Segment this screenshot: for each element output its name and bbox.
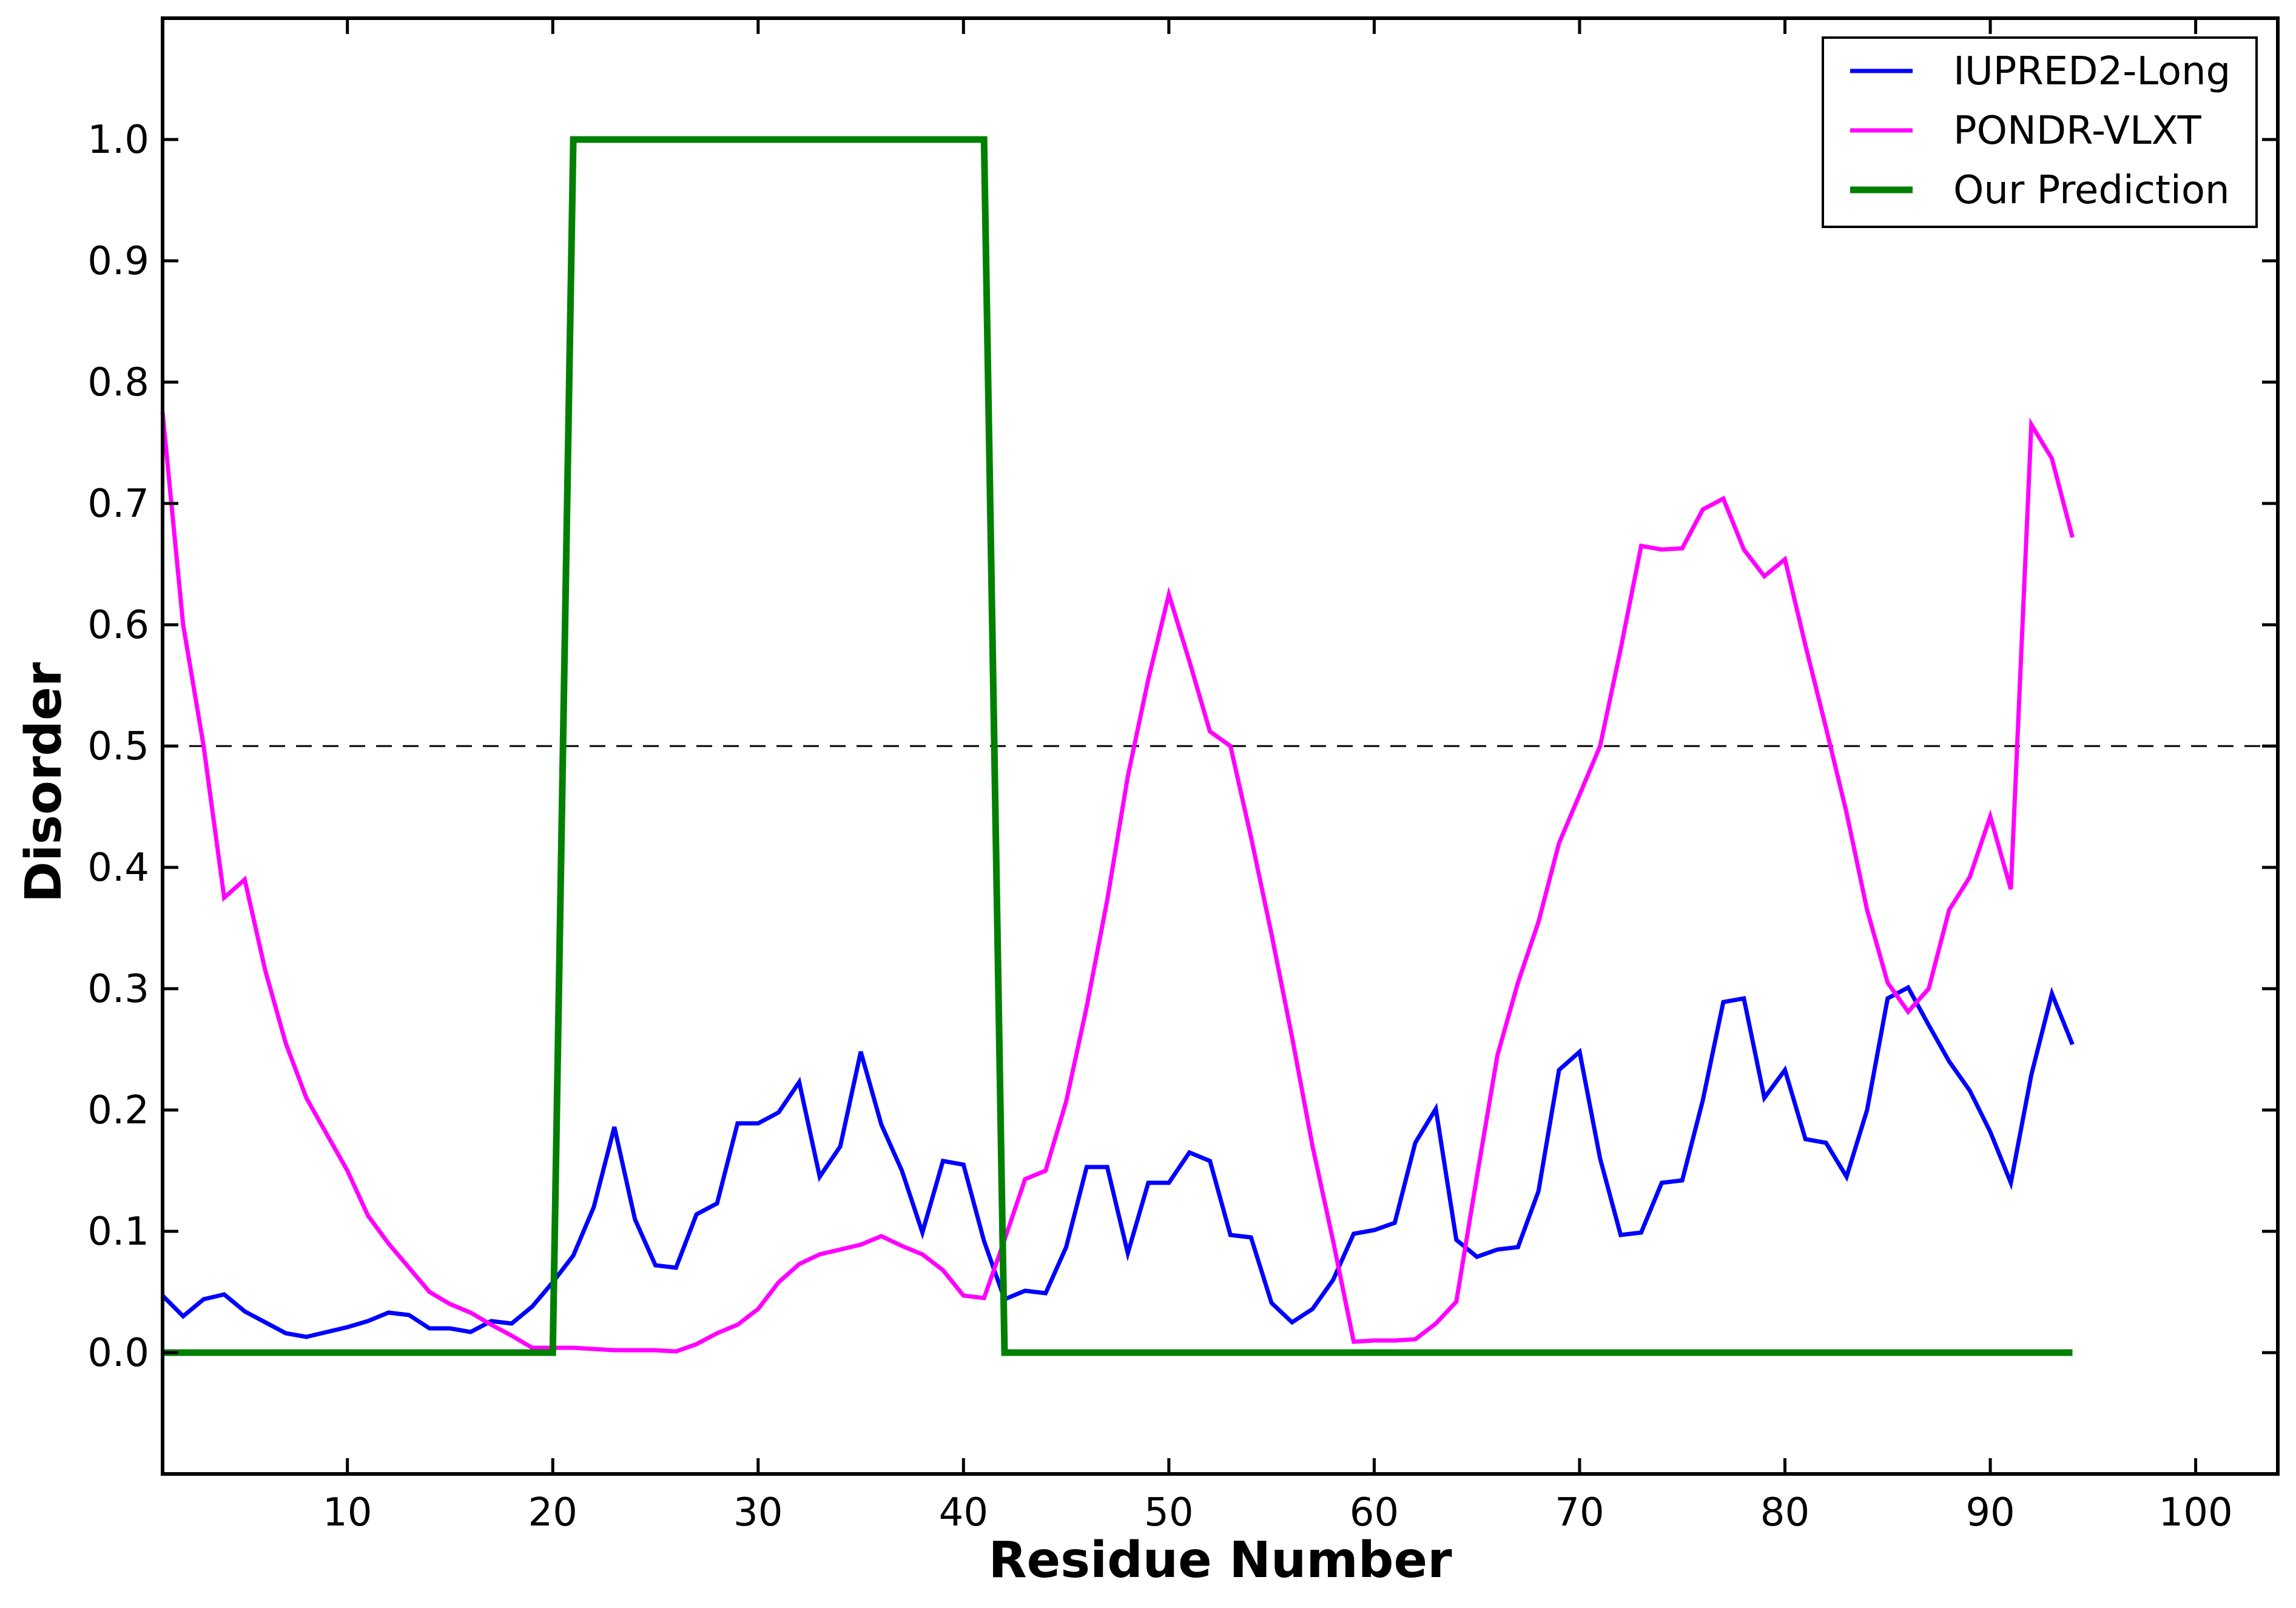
- x-tick-label: 70: [1555, 1490, 1604, 1535]
- y-tick-label: 0.6: [87, 603, 149, 648]
- x-tick-label: 60: [1350, 1490, 1399, 1535]
- x-tick-label: 30: [733, 1490, 783, 1535]
- y-tick-label: 0.3: [87, 967, 149, 1012]
- y-tick-label: 0.1: [87, 1209, 149, 1254]
- x-tick-label: 10: [323, 1490, 372, 1535]
- x-tick-label: 40: [939, 1490, 988, 1535]
- legend-label: Our Prediction: [1953, 168, 2230, 213]
- x-tick-label: 20: [528, 1490, 577, 1535]
- x-tick-label: 50: [1144, 1490, 1193, 1535]
- axes-layer: 10 20 30 40 50 60 70 80 90 100 0.0 0.1 0.2 0.3 0.4 0.5 0…: [87, 16, 2280, 1535]
- x-axis-title: Residue Number: [988, 1532, 1452, 1589]
- y-tick-label: 0.5: [87, 724, 149, 769]
- legend-label: PONDR-VLXT: [1953, 109, 2202, 153]
- x-tick-label: 90: [1965, 1490, 2015, 1535]
- series-line-iupred2-long: [161, 984, 2075, 1339]
- y-tick-label: 0.2: [87, 1088, 149, 1133]
- y-tick-label: 0.0: [87, 1331, 149, 1376]
- legend: IUPRED2-Long PONDR-VLXT Our Prediction: [1822, 36, 2258, 228]
- y-axis-title: Disorder: [15, 662, 73, 903]
- y-tick-label: 1.0: [87, 118, 149, 163]
- y-tick-label: 0.4: [87, 846, 149, 890]
- series-layer: [160, 136, 2075, 1356]
- y-tick-label: 0.8: [87, 360, 149, 405]
- y-tick-label: 0.9: [87, 239, 149, 284]
- x-tick-label: 100: [2159, 1490, 2233, 1535]
- legend-label: IUPRED2-Long: [1953, 49, 2230, 94]
- y-tick-label: 0.7: [87, 482, 149, 526]
- x-tick-label: 80: [1760, 1490, 1810, 1535]
- series-line-pondr-vlxt: [160, 412, 2075, 1354]
- series-line-our-prediction: [163, 136, 2073, 1356]
